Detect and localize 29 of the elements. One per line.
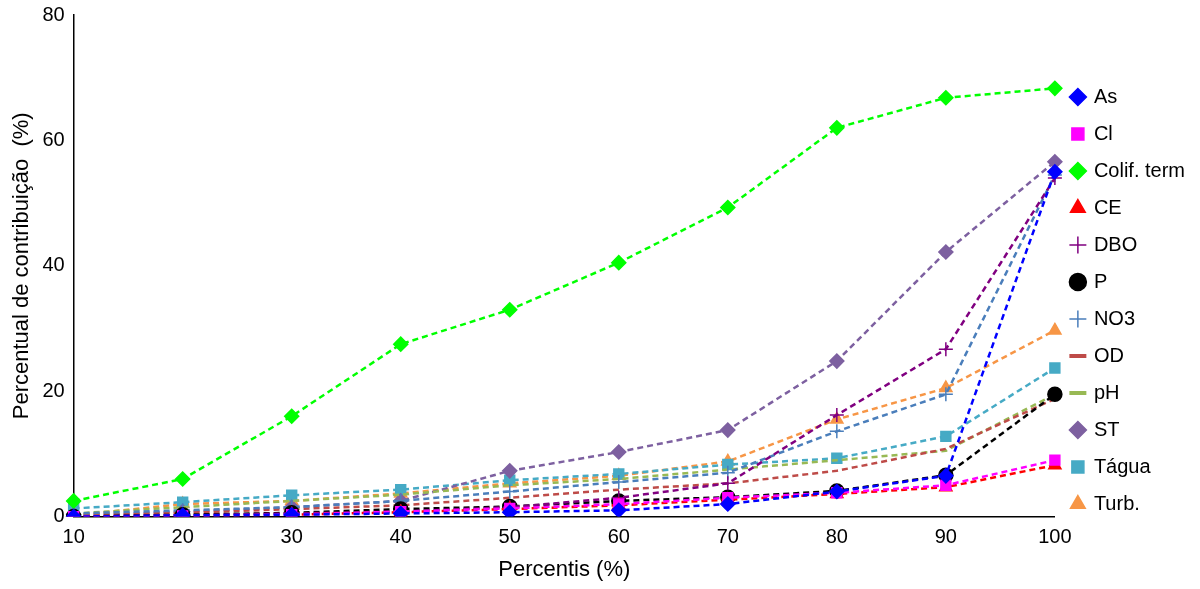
x-tick-label: 50 [498,525,521,548]
legend-label: Tágua [1093,454,1152,477]
x-tick-label: 30 [280,525,303,548]
x-tick-label: 40 [389,525,412,548]
x-tick-label: 80 [825,525,848,548]
x-tick-label: 20 [171,525,194,548]
y-tick-label: 60 [42,127,65,150]
y-axis-title: Percentual de contribuição (%) [8,112,34,420]
legend-label: pH [1093,380,1120,403]
x-tick-label: 60 [607,525,630,548]
y-tick-label: 20 [42,378,65,401]
legend-label: Colif. term [1093,158,1185,181]
legend-label: P [1093,269,1108,292]
x-tick-label: 10 [62,525,85,548]
legend-label: Cl [1093,121,1113,144]
legend-label: NO3 [1093,306,1135,329]
legend-label: CE [1093,195,1122,218]
y-tick-label: 40 [42,253,65,276]
legend-label: DBO [1093,232,1138,255]
y-tick-label: 80 [42,2,65,25]
legend-label: OD [1093,343,1124,366]
x-tick-label: 90 [934,525,957,548]
x-tick-label: 100 [1038,525,1072,548]
y-tick-label: 0 [53,504,65,527]
legend-label: ST [1093,417,1120,440]
x-axis-title: Percentis (%) [498,555,631,581]
legend-label: As [1093,84,1118,107]
legend-label: Turb. [1093,491,1140,514]
x-tick-label: 70 [716,525,739,548]
